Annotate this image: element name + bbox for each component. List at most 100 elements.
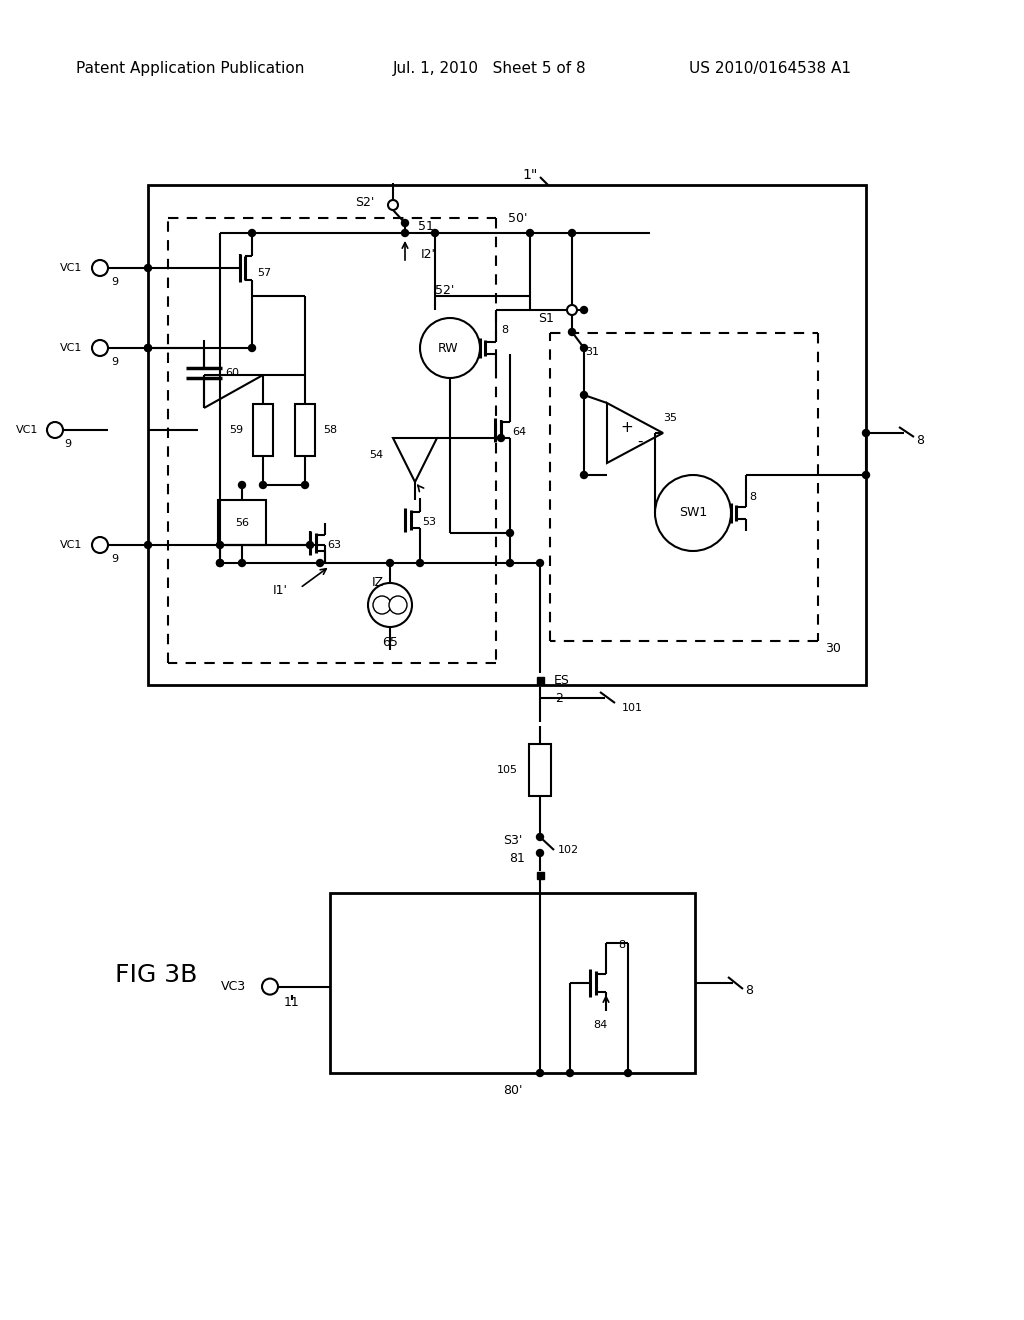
Circle shape bbox=[401, 230, 409, 236]
Text: Patent Application Publication: Patent Application Publication bbox=[76, 61, 304, 75]
Text: 65: 65 bbox=[382, 636, 398, 649]
Circle shape bbox=[431, 230, 438, 236]
Text: S2': S2' bbox=[355, 197, 375, 210]
Text: 31: 31 bbox=[585, 347, 599, 356]
Text: 60: 60 bbox=[225, 368, 239, 378]
Circle shape bbox=[537, 1069, 544, 1077]
Circle shape bbox=[216, 560, 223, 566]
Bar bbox=[148, 185, 866, 685]
Bar bbox=[529, 744, 551, 796]
Text: 8: 8 bbox=[750, 492, 757, 502]
Circle shape bbox=[389, 597, 407, 614]
Text: VC1: VC1 bbox=[15, 425, 38, 436]
Circle shape bbox=[566, 1069, 573, 1077]
Circle shape bbox=[249, 230, 256, 236]
Text: 50': 50' bbox=[508, 211, 527, 224]
Circle shape bbox=[507, 529, 513, 536]
Text: SW1: SW1 bbox=[679, 507, 708, 520]
Circle shape bbox=[239, 482, 246, 488]
Circle shape bbox=[507, 560, 513, 566]
Text: 57: 57 bbox=[257, 268, 271, 279]
Circle shape bbox=[262, 978, 278, 994]
Circle shape bbox=[862, 471, 869, 479]
Circle shape bbox=[144, 541, 152, 549]
Circle shape bbox=[568, 230, 575, 236]
Bar bbox=[218, 500, 266, 545]
Text: 8: 8 bbox=[618, 940, 626, 950]
Text: IZ: IZ bbox=[372, 577, 384, 590]
Text: 53: 53 bbox=[422, 517, 436, 527]
Circle shape bbox=[625, 1069, 632, 1077]
Text: I2': I2' bbox=[421, 248, 436, 261]
Circle shape bbox=[144, 345, 152, 351]
Text: 51: 51 bbox=[418, 220, 434, 234]
Text: I1': I1' bbox=[273, 585, 288, 598]
Circle shape bbox=[306, 541, 313, 549]
Circle shape bbox=[568, 329, 575, 335]
Text: 102: 102 bbox=[558, 845, 580, 855]
Text: 101: 101 bbox=[622, 704, 643, 713]
Circle shape bbox=[249, 345, 256, 351]
Bar bbox=[537, 871, 544, 879]
Text: US 2010/0164538 A1: US 2010/0164538 A1 bbox=[689, 61, 851, 75]
Text: 105: 105 bbox=[497, 766, 518, 775]
Text: 1": 1" bbox=[522, 168, 538, 182]
Text: 81: 81 bbox=[509, 853, 525, 866]
Text: 9: 9 bbox=[112, 554, 119, 564]
Circle shape bbox=[388, 201, 398, 210]
Circle shape bbox=[581, 306, 588, 314]
Circle shape bbox=[301, 482, 308, 488]
Text: 84: 84 bbox=[593, 1020, 607, 1030]
Text: Jul. 1, 2010   Sheet 5 of 8: Jul. 1, 2010 Sheet 5 of 8 bbox=[393, 61, 587, 75]
Text: 11: 11 bbox=[284, 997, 300, 1008]
Circle shape bbox=[47, 422, 63, 438]
Text: 35: 35 bbox=[663, 413, 677, 422]
Circle shape bbox=[567, 305, 577, 315]
Circle shape bbox=[498, 434, 505, 441]
Circle shape bbox=[368, 583, 412, 627]
Text: S3': S3' bbox=[503, 833, 522, 846]
Text: +: + bbox=[621, 421, 634, 436]
Text: RW: RW bbox=[437, 342, 459, 355]
Circle shape bbox=[537, 560, 544, 566]
Text: 54: 54 bbox=[369, 450, 383, 459]
Circle shape bbox=[537, 850, 544, 857]
Circle shape bbox=[581, 471, 588, 479]
Text: VC3: VC3 bbox=[221, 979, 246, 993]
Circle shape bbox=[420, 318, 480, 378]
Circle shape bbox=[386, 560, 393, 566]
Text: 30: 30 bbox=[825, 642, 841, 655]
Text: 8: 8 bbox=[745, 985, 753, 998]
Text: 9: 9 bbox=[112, 356, 119, 367]
Circle shape bbox=[537, 833, 544, 841]
Circle shape bbox=[401, 219, 409, 227]
Text: 52': 52' bbox=[435, 284, 455, 297]
Circle shape bbox=[417, 560, 424, 566]
Text: 64: 64 bbox=[512, 426, 526, 437]
Circle shape bbox=[144, 264, 152, 272]
Text: 9: 9 bbox=[65, 440, 72, 449]
Circle shape bbox=[655, 475, 731, 550]
Circle shape bbox=[316, 560, 324, 566]
Text: 80': 80' bbox=[503, 1085, 522, 1097]
Bar bbox=[253, 404, 273, 455]
Text: VC1: VC1 bbox=[59, 263, 82, 273]
Circle shape bbox=[259, 482, 266, 488]
Bar bbox=[537, 676, 544, 684]
Text: ES: ES bbox=[554, 673, 570, 686]
Circle shape bbox=[92, 260, 108, 276]
Circle shape bbox=[144, 345, 152, 351]
Text: 59: 59 bbox=[229, 425, 243, 436]
Circle shape bbox=[862, 429, 869, 437]
Text: -: - bbox=[637, 433, 643, 449]
Text: 58: 58 bbox=[323, 425, 337, 436]
Circle shape bbox=[526, 230, 534, 236]
Text: VC1: VC1 bbox=[59, 343, 82, 352]
Text: 56: 56 bbox=[234, 517, 249, 528]
Circle shape bbox=[216, 560, 223, 566]
Circle shape bbox=[373, 597, 391, 614]
Circle shape bbox=[92, 341, 108, 356]
Circle shape bbox=[581, 392, 588, 399]
Bar bbox=[330, 894, 695, 1073]
Text: VC1: VC1 bbox=[59, 540, 82, 550]
